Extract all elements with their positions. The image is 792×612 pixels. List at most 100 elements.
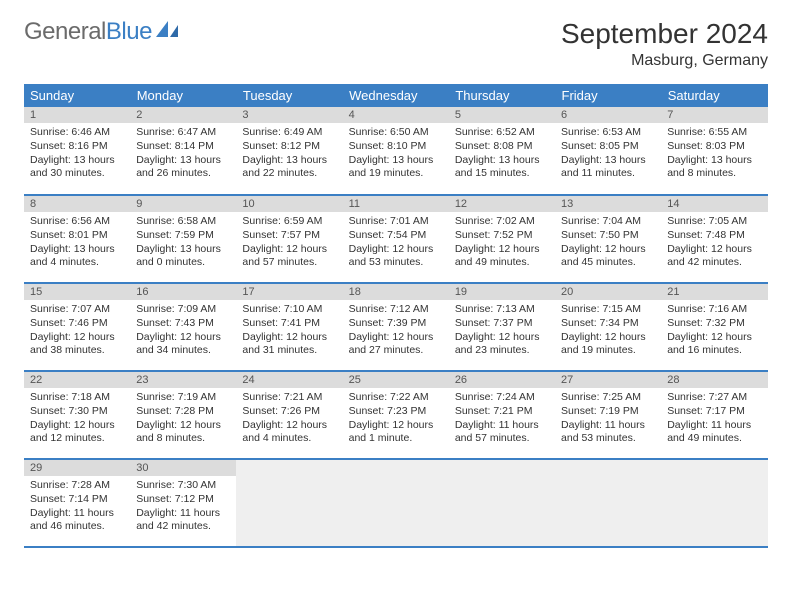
day-number: 22 xyxy=(24,372,130,388)
calendar-cell: 4Sunrise: 6:50 AMSunset: 8:10 PMDaylight… xyxy=(343,107,449,195)
day-number: 10 xyxy=(236,196,342,212)
cell-body: Sunrise: 7:30 AMSunset: 7:12 PMDaylight:… xyxy=(130,476,236,538)
daylight-line: Daylight: 13 hours and 0 minutes. xyxy=(136,243,230,270)
sunrise-line: Sunrise: 7:19 AM xyxy=(136,391,230,405)
cell-body: Sunrise: 7:24 AMSunset: 7:21 PMDaylight:… xyxy=(449,388,555,450)
day-number: 6 xyxy=(555,107,661,123)
calendar-row: 22Sunrise: 7:18 AMSunset: 7:30 PMDayligh… xyxy=(24,371,768,459)
sunset-line: Sunset: 8:12 PM xyxy=(242,140,336,154)
sunrise-line: Sunrise: 7:28 AM xyxy=(30,479,124,493)
sunrise-line: Sunrise: 7:10 AM xyxy=(242,303,336,317)
cell-body: Sunrise: 7:05 AMSunset: 7:48 PMDaylight:… xyxy=(661,212,767,274)
daylight-line: Daylight: 13 hours and 4 minutes. xyxy=(30,243,124,270)
calendar-cell: 15Sunrise: 7:07 AMSunset: 7:46 PMDayligh… xyxy=(24,283,130,371)
sunset-line: Sunset: 8:05 PM xyxy=(561,140,655,154)
sunrise-line: Sunrise: 7:22 AM xyxy=(349,391,443,405)
cell-body: Sunrise: 6:58 AMSunset: 7:59 PMDaylight:… xyxy=(130,212,236,274)
cell-body: Sunrise: 6:56 AMSunset: 8:01 PMDaylight:… xyxy=(24,212,130,274)
logo: GeneralBlue xyxy=(24,18,182,46)
sunset-line: Sunset: 7:52 PM xyxy=(455,229,549,243)
sunrise-line: Sunrise: 6:47 AM xyxy=(136,126,230,140)
cell-body: Sunrise: 7:04 AMSunset: 7:50 PMDaylight:… xyxy=(555,212,661,274)
sunset-line: Sunset: 7:21 PM xyxy=(455,405,549,419)
calendar-cell-empty xyxy=(343,459,449,547)
sunrise-line: Sunrise: 7:13 AM xyxy=(455,303,549,317)
weekday-header: Monday xyxy=(130,84,236,107)
cell-body: Sunrise: 7:19 AMSunset: 7:28 PMDaylight:… xyxy=(130,388,236,450)
calendar-cell: 10Sunrise: 6:59 AMSunset: 7:57 PMDayligh… xyxy=(236,195,342,283)
day-number: 7 xyxy=(661,107,767,123)
calendar-cell: 28Sunrise: 7:27 AMSunset: 7:17 PMDayligh… xyxy=(661,371,767,459)
sunset-line: Sunset: 8:16 PM xyxy=(30,140,124,154)
calendar-cell: 8Sunrise: 6:56 AMSunset: 8:01 PMDaylight… xyxy=(24,195,130,283)
calendar-cell-empty xyxy=(661,459,767,547)
daylight-line: Daylight: 13 hours and 8 minutes. xyxy=(667,154,761,181)
daylight-line: Daylight: 13 hours and 22 minutes. xyxy=(242,154,336,181)
cell-body: Sunrise: 7:21 AMSunset: 7:26 PMDaylight:… xyxy=(236,388,342,450)
day-number: 21 xyxy=(661,284,767,300)
day-number: 11 xyxy=(343,196,449,212)
sunset-line: Sunset: 7:14 PM xyxy=(30,493,124,507)
sunrise-line: Sunrise: 7:30 AM xyxy=(136,479,230,493)
cell-body: Sunrise: 7:16 AMSunset: 7:32 PMDaylight:… xyxy=(661,300,767,362)
calendar-row: 29Sunrise: 7:28 AMSunset: 7:14 PMDayligh… xyxy=(24,459,768,547)
daylight-line: Daylight: 11 hours and 46 minutes. xyxy=(30,507,124,534)
calendar-cell: 29Sunrise: 7:28 AMSunset: 7:14 PMDayligh… xyxy=(24,459,130,547)
sunrise-line: Sunrise: 7:16 AM xyxy=(667,303,761,317)
sunset-line: Sunset: 7:41 PM xyxy=(242,317,336,331)
calendar-cell: 1Sunrise: 6:46 AMSunset: 8:16 PMDaylight… xyxy=(24,107,130,195)
sunset-line: Sunset: 7:37 PM xyxy=(455,317,549,331)
sunset-line: Sunset: 8:08 PM xyxy=(455,140,549,154)
calendar-cell: 13Sunrise: 7:04 AMSunset: 7:50 PMDayligh… xyxy=(555,195,661,283)
daylight-line: Daylight: 11 hours and 49 minutes. xyxy=(667,419,761,446)
calendar-cell: 6Sunrise: 6:53 AMSunset: 8:05 PMDaylight… xyxy=(555,107,661,195)
cell-body: Sunrise: 6:59 AMSunset: 7:57 PMDaylight:… xyxy=(236,212,342,274)
calendar-row: 8Sunrise: 6:56 AMSunset: 8:01 PMDaylight… xyxy=(24,195,768,283)
sunrise-line: Sunrise: 7:07 AM xyxy=(30,303,124,317)
sunset-line: Sunset: 7:32 PM xyxy=(667,317,761,331)
sunset-line: Sunset: 7:57 PM xyxy=(242,229,336,243)
day-number: 4 xyxy=(343,107,449,123)
day-number: 1 xyxy=(24,107,130,123)
cell-body: Sunrise: 7:25 AMSunset: 7:19 PMDaylight:… xyxy=(555,388,661,450)
day-number: 23 xyxy=(130,372,236,388)
sunset-line: Sunset: 8:14 PM xyxy=(136,140,230,154)
sunrise-line: Sunrise: 6:50 AM xyxy=(349,126,443,140)
calendar-row: 15Sunrise: 7:07 AMSunset: 7:46 PMDayligh… xyxy=(24,283,768,371)
calendar-cell: 2Sunrise: 6:47 AMSunset: 8:14 PMDaylight… xyxy=(130,107,236,195)
header: GeneralBlue September 2024 Masburg, Germ… xyxy=(24,18,768,70)
day-number: 20 xyxy=(555,284,661,300)
sunrise-line: Sunrise: 7:09 AM xyxy=(136,303,230,317)
sunset-line: Sunset: 7:30 PM xyxy=(30,405,124,419)
sunset-line: Sunset: 7:23 PM xyxy=(349,405,443,419)
sail-icon xyxy=(156,18,182,46)
daylight-line: Daylight: 12 hours and 1 minute. xyxy=(349,419,443,446)
calendar-cell: 20Sunrise: 7:15 AMSunset: 7:34 PMDayligh… xyxy=(555,283,661,371)
cell-body: Sunrise: 6:55 AMSunset: 8:03 PMDaylight:… xyxy=(661,123,767,185)
sunset-line: Sunset: 8:10 PM xyxy=(349,140,443,154)
cell-body: Sunrise: 6:52 AMSunset: 8:08 PMDaylight:… xyxy=(449,123,555,185)
daylight-line: Daylight: 12 hours and 34 minutes. xyxy=(136,331,230,358)
sunrise-line: Sunrise: 6:58 AM xyxy=(136,215,230,229)
weekday-header: Thursday xyxy=(449,84,555,107)
calendar-cell: 18Sunrise: 7:12 AMSunset: 7:39 PMDayligh… xyxy=(343,283,449,371)
cell-body: Sunrise: 6:47 AMSunset: 8:14 PMDaylight:… xyxy=(130,123,236,185)
cell-body: Sunrise: 7:15 AMSunset: 7:34 PMDaylight:… xyxy=(555,300,661,362)
sunrise-line: Sunrise: 6:52 AM xyxy=(455,126,549,140)
sunset-line: Sunset: 7:26 PM xyxy=(242,405,336,419)
day-number: 3 xyxy=(236,107,342,123)
daylight-line: Daylight: 11 hours and 53 minutes. xyxy=(561,419,655,446)
day-number: 9 xyxy=(130,196,236,212)
sunrise-line: Sunrise: 7:01 AM xyxy=(349,215,443,229)
daylight-line: Daylight: 12 hours and 8 minutes. xyxy=(136,419,230,446)
day-number: 8 xyxy=(24,196,130,212)
calendar-cell: 26Sunrise: 7:24 AMSunset: 7:21 PMDayligh… xyxy=(449,371,555,459)
daylight-line: Daylight: 13 hours and 15 minutes. xyxy=(455,154,549,181)
weekday-header: Saturday xyxy=(661,84,767,107)
calendar-cell: 30Sunrise: 7:30 AMSunset: 7:12 PMDayligh… xyxy=(130,459,236,547)
month-title: September 2024 xyxy=(561,18,768,50)
cell-body: Sunrise: 7:02 AMSunset: 7:52 PMDaylight:… xyxy=(449,212,555,274)
calendar-cell: 27Sunrise: 7:25 AMSunset: 7:19 PMDayligh… xyxy=(555,371,661,459)
calendar-cell: 23Sunrise: 7:19 AMSunset: 7:28 PMDayligh… xyxy=(130,371,236,459)
day-number: 15 xyxy=(24,284,130,300)
